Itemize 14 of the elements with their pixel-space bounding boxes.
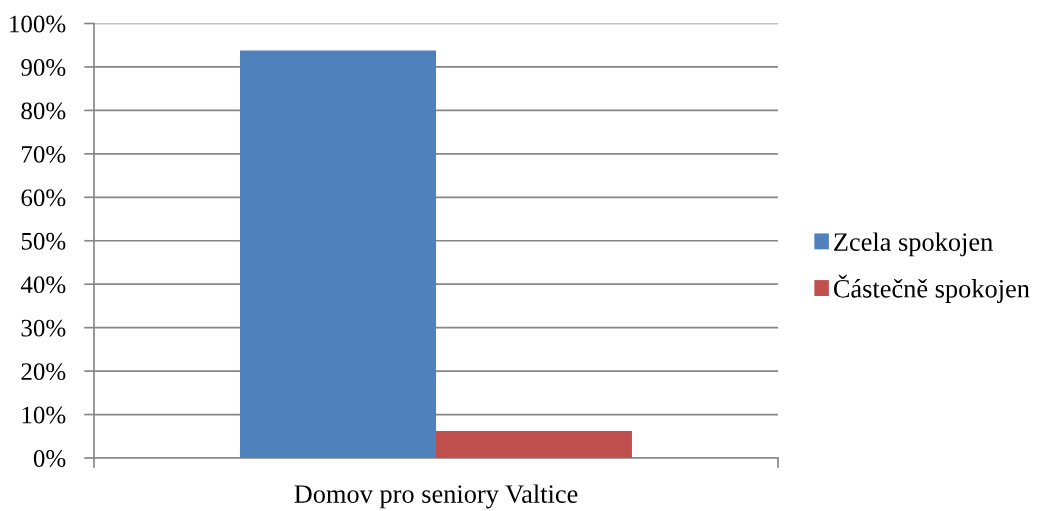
y-tick-label: 90% — [21, 59, 66, 76]
y-tick-label: 40% — [20, 276, 66, 294]
legend-label: Částečně spokojen — [833, 274, 1030, 303]
legend-label: Zcela spokojen — [834, 232, 993, 257]
y-tick-label: 50% — [21, 232, 66, 250]
y-tick-label: 30% — [21, 319, 66, 337]
y-tick-label: 10% — [22, 406, 66, 424]
y-tick-label: 80% — [21, 102, 66, 120]
y-tick-label: 60% — [21, 189, 66, 207]
y-tick-label: 70% — [22, 145, 66, 163]
y-tick-label: 100% — [10, 15, 66, 33]
x-tick-label: Domov pro seniory Valtice — [294, 484, 578, 509]
y-tick-label: 0% — [33, 450, 66, 467]
y-tick-label: 20% — [21, 363, 66, 381]
